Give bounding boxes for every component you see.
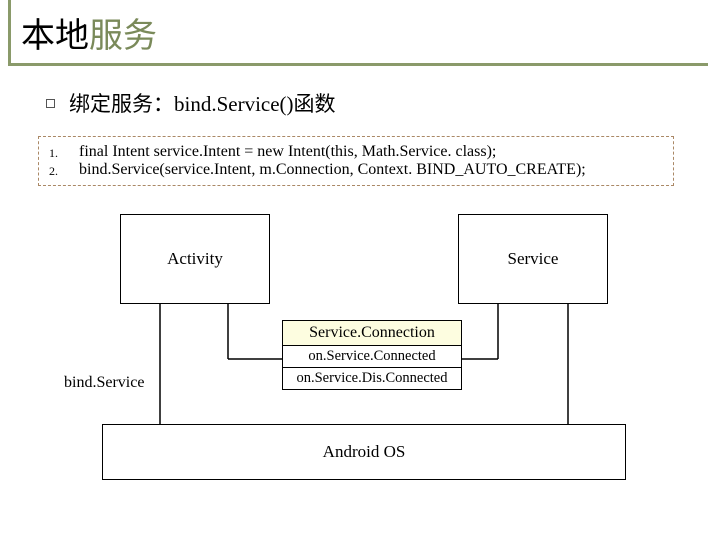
service-connection-label: Service.Connection <box>309 324 435 342</box>
activity-label: Activity <box>167 249 223 269</box>
android-os-box: Android OS <box>102 424 626 480</box>
code-num: 2. <box>49 161 79 179</box>
code-line: 2. bind.Service(service.Intent, m.Connec… <box>49 161 663 179</box>
on-service-disconnected-label: on.Service.Dis.Connected <box>296 370 447 387</box>
diagram-area: Activity Service Service.Connection on.S… <box>60 214 660 514</box>
code-text: bind.Service(service.Intent, m.Connectio… <box>79 161 663 179</box>
page-title: 本地服务 <box>8 0 708 66</box>
title-part2: 服务 <box>89 18 157 55</box>
activity-box: Activity <box>120 214 270 304</box>
service-box: Service <box>458 214 608 304</box>
code-text: final Intent service.Intent = new Intent… <box>79 143 663 161</box>
code-num: 1. <box>49 143 79 161</box>
on-service-connected-label: on.Service.Connected <box>308 348 435 365</box>
android-os-label: Android OS <box>323 442 406 462</box>
subtitle-text: 绑定服务：bind.Service()函数 <box>69 88 336 118</box>
on-service-connected-row: on.Service.Connected <box>282 346 462 368</box>
on-service-disconnected-row: on.Service.Dis.Connected <box>282 368 462 390</box>
code-box: 1. final Intent service.Intent = new Int… <box>38 136 674 186</box>
bindservice-text: bind.Service <box>64 374 144 391</box>
service-label: Service <box>508 249 559 269</box>
title-part1: 本地 <box>21 18 89 55</box>
service-connection-box: Service.Connection <box>282 320 462 346</box>
subtitle-row: 绑定服务：bind.Service()函数 <box>46 88 720 118</box>
bullet-icon <box>46 99 55 108</box>
bindservice-label: bind.Service <box>64 374 144 392</box>
code-line: 1. final Intent service.Intent = new Int… <box>49 143 663 161</box>
